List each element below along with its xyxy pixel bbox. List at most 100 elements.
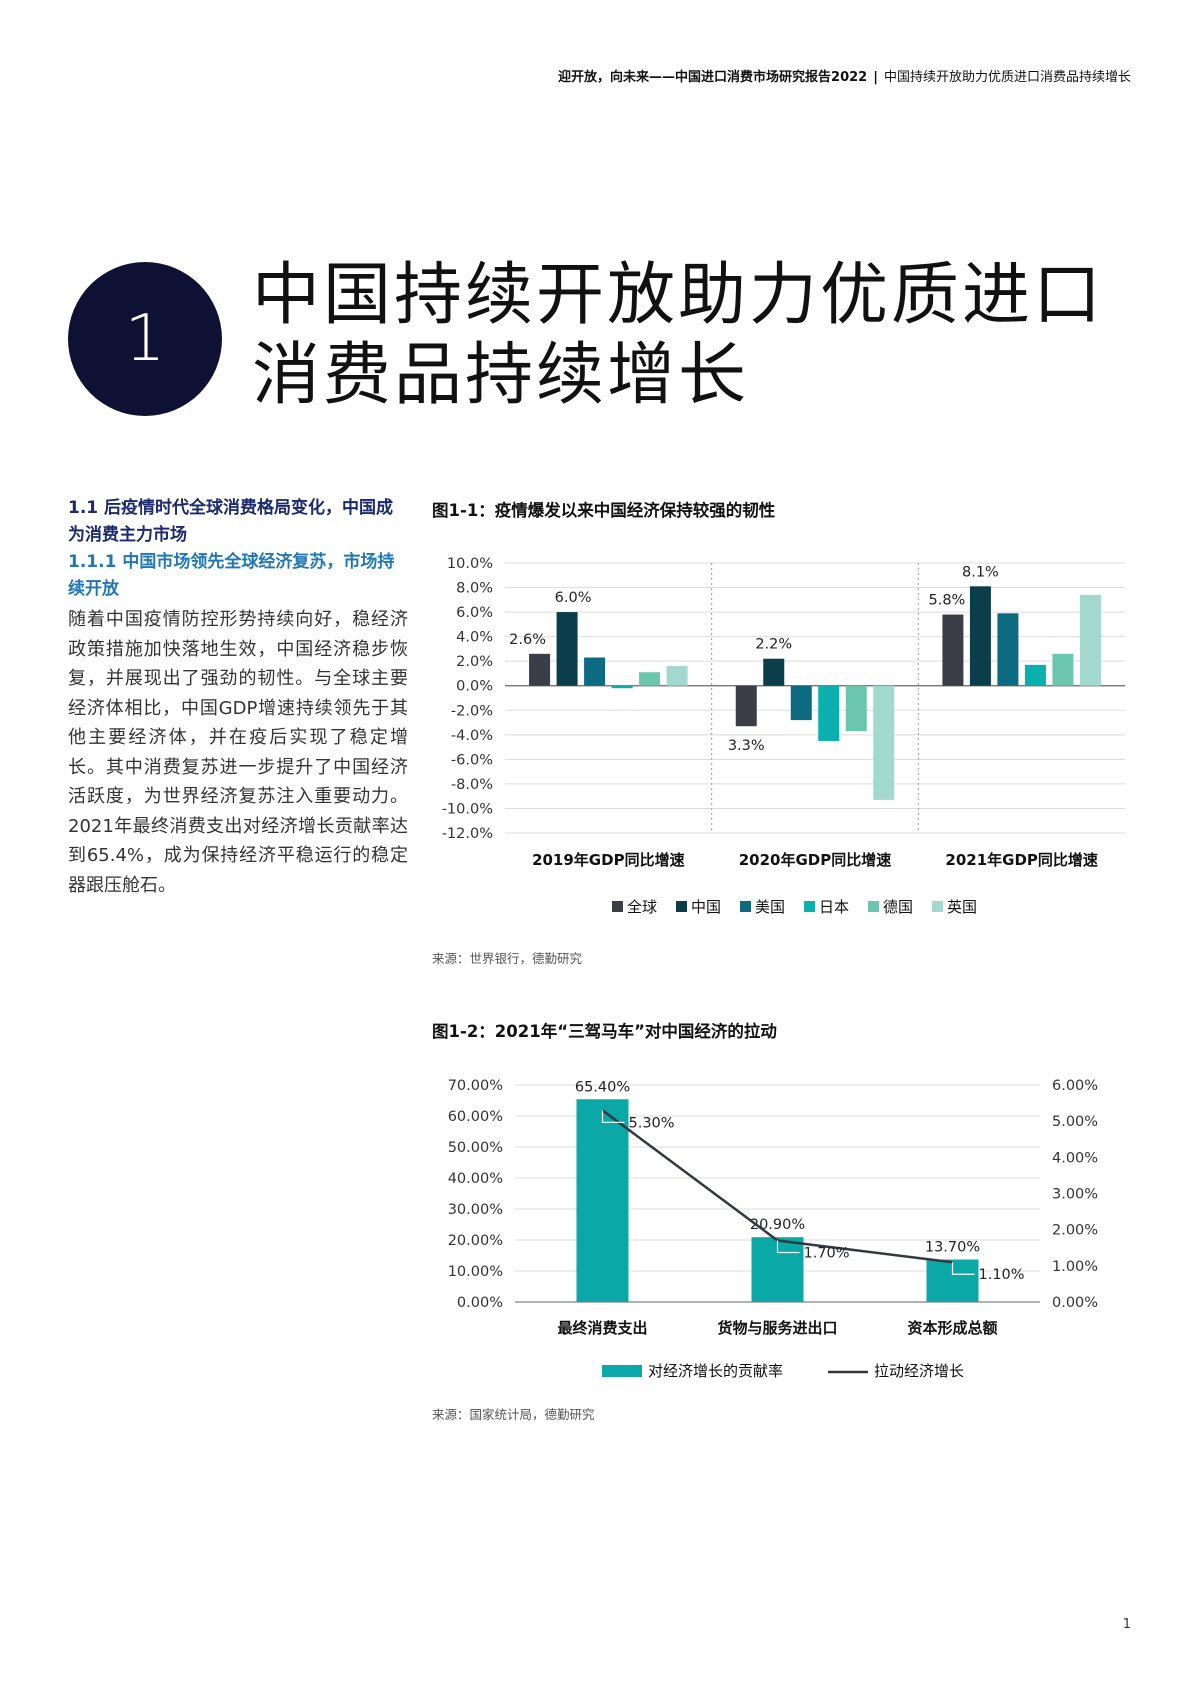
bar-美国-1 — [790, 685, 812, 721]
bar-英国-1 — [873, 685, 895, 800]
figure-2-source: 来源：国家统计局，德勤研究 — [432, 1407, 595, 1422]
bar-美国-2 — [997, 613, 1019, 686]
y-right-tick-label: 0.00% — [1052, 1295, 1098, 1311]
body-paragraph: 随着中国疫情防控形势持续向好，稳经济政策措施加快落地生效，中国经济稳步恢复，并展… — [68, 609, 408, 896]
data-label: 2.6% — [509, 632, 546, 648]
legend-swatch-bar — [602, 1365, 642, 1377]
y-tick-label: -2.0% — [451, 703, 493, 719]
y-left-tick-label: 30.00% — [448, 1202, 503, 1218]
section-heading-1-1: 1.1 后疫情时代全球消费格局变化，中国成为消费主力市场 — [68, 498, 394, 545]
data-label: 3.3% — [728, 738, 765, 754]
bar-日本-1 — [818, 685, 840, 741]
y-left-tick-label: 60.00% — [448, 1109, 503, 1125]
y-tick-label: 4.0% — [456, 630, 493, 646]
y-right-tick-label: 2.00% — [1052, 1223, 1098, 1239]
legend-label: 英国 — [947, 898, 977, 916]
legend-label: 美国 — [755, 898, 785, 916]
bar-日本-0 — [611, 685, 633, 689]
y-left-tick-label: 70.00% — [448, 1078, 503, 1094]
category-label: 货物与服务进出口 — [717, 1319, 837, 1337]
y-tick-label: 10.0% — [447, 556, 493, 572]
figure-2-chart: 70.00% 60.00% 50.00% 40.00% 30.00% 20.00% 10.0… — [448, 1078, 1098, 1380]
y-tick-label: 0.0% — [456, 679, 493, 695]
bar-中国-0 — [556, 612, 578, 686]
chapter-title: 中国持续开放助力优质进口 消费品持续增长 — [252, 256, 1104, 416]
category-label: 2019年GDP同比增速 — [532, 851, 685, 869]
bar-日本-2 — [1024, 664, 1046, 686]
figure-1-title: 图1-1：疫情爆发以来中国经济保持较强的韧性 — [432, 501, 776, 520]
bar-中国-2 — [969, 586, 991, 686]
report-title: 迎开放，向未来——中国进口消费市场研究报告2022 — [558, 70, 868, 85]
bar-英国-2 — [1079, 594, 1101, 686]
category-label: 最终消费支出 — [557, 1319, 647, 1337]
header-chapter-ref: 中国持续开放助力优质进口消费品持续增长 — [883, 70, 1131, 85]
legend-label: 拉动经济增长 — [874, 1362, 964, 1380]
bar-data-label: 65.40% — [575, 1079, 630, 1095]
data-label: 6.0% — [555, 590, 592, 606]
y-tick-label: -10.0% — [442, 801, 493, 817]
line-data-label: 5.30% — [629, 1115, 675, 1131]
legend-swatch-全球 — [612, 901, 623, 912]
bar-德国-0 — [639, 672, 661, 686]
bar-中国-1 — [763, 658, 785, 686]
y-left-tick-label: 0.00% — [457, 1295, 503, 1311]
legend-swatch-日本 — [804, 901, 815, 912]
figure-1-source: 来源：世界银行，德勤研究 — [432, 951, 583, 966]
figure-2-title: 图1-2：2021年“三驾马车”对中国经济的拉动 — [432, 1022, 777, 1041]
bar-全球-0 — [529, 653, 551, 686]
line-data-label: 1.10% — [979, 1267, 1025, 1283]
header-separator: | — [873, 70, 878, 85]
chapter-title-line1: 中国持续开放助力优质进口 — [252, 256, 1105, 335]
data-label: 8.1% — [962, 564, 999, 580]
legend-swatch-英国 — [932, 901, 943, 912]
legend-swatch-美国 — [740, 901, 751, 912]
y-tick-label: -12.0% — [442, 826, 493, 842]
running-header: 迎开放，向未来——中国进口消费市场研究报告2022 | 中国持续开放助力优质进口消费… — [558, 66, 1131, 85]
section-column: 1.1 后疫情时代全球消费格局变化，中国成为消费主力市场 1.1.1 中国市场领… — [68, 495, 408, 900]
y-tick-label: 8.0% — [456, 581, 493, 597]
bar-英国-0 — [666, 666, 688, 686]
y-right-tick-label: 5.00% — [1052, 1114, 1098, 1130]
data-label: 5.8% — [928, 593, 965, 609]
legend-label: 德国 — [883, 898, 913, 916]
line-label-leader — [951, 1262, 975, 1275]
figure-1-chart: 10.0% 8.0% 6.0% 4.0% 2.0% 0.0% -2.0% -4.0% -6.0%… — [442, 556, 1125, 916]
bar-全球-1 — [735, 685, 757, 727]
bar-德国-1 — [845, 685, 867, 732]
line-label-leader — [601, 1110, 625, 1123]
category-label: 2021年GDP同比增速 — [945, 851, 1098, 869]
y-tick-label: -8.0% — [451, 777, 493, 793]
y-right-tick-label: 6.00% — [1052, 1078, 1098, 1094]
y-tick-label: -4.0% — [451, 728, 493, 744]
y-left-tick-label: 10.00% — [448, 1264, 503, 1280]
data-label: 2.2% — [755, 637, 792, 653]
bar-全球-2 — [942, 614, 964, 686]
category-label: 资本形成总额 — [907, 1319, 997, 1337]
legend-swatch-中国 — [676, 901, 687, 912]
legend-label: 对经济增长的贡献率 — [648, 1362, 783, 1380]
y-left-tick-label: 50.00% — [448, 1140, 503, 1156]
bar-data-label: 13.70% — [925, 1240, 980, 1256]
chapter-number-badge: 1 — [68, 262, 222, 416]
line-label-leader — [776, 1240, 800, 1254]
line-economic-growth — [601, 1109, 953, 1264]
y-right-tick-label: 1.00% — [1052, 1259, 1098, 1275]
y-tick-label: -6.0% — [451, 752, 493, 768]
legend-label: 全球 — [627, 898, 657, 916]
y-tick-label: 6.0% — [456, 605, 493, 621]
bar-美国-0 — [584, 657, 606, 686]
legend-swatch-德国 — [868, 901, 879, 912]
legend-label: 日本 — [819, 898, 849, 916]
y-tick-label: 2.0% — [456, 654, 493, 670]
page-number: 1 — [1122, 1617, 1131, 1632]
chapter-title-line2: 消费品持续增长 — [252, 336, 750, 415]
section-heading-1-1-1: 1.1.1 中国市场领先全球经济复苏，市场持续开放 — [68, 552, 395, 599]
line-data-label: 1.70% — [804, 1246, 850, 1262]
category-label: 2020年GDP同比增速 — [739, 851, 892, 869]
bar-德国-2 — [1052, 653, 1074, 686]
chapter-number: 1 — [124, 302, 166, 376]
y-right-tick-label: 4.00% — [1052, 1150, 1098, 1166]
bar-contribution-0 — [576, 1099, 629, 1302]
legend-label: 中国 — [691, 898, 721, 916]
y-right-tick-label: 3.00% — [1052, 1187, 1098, 1203]
